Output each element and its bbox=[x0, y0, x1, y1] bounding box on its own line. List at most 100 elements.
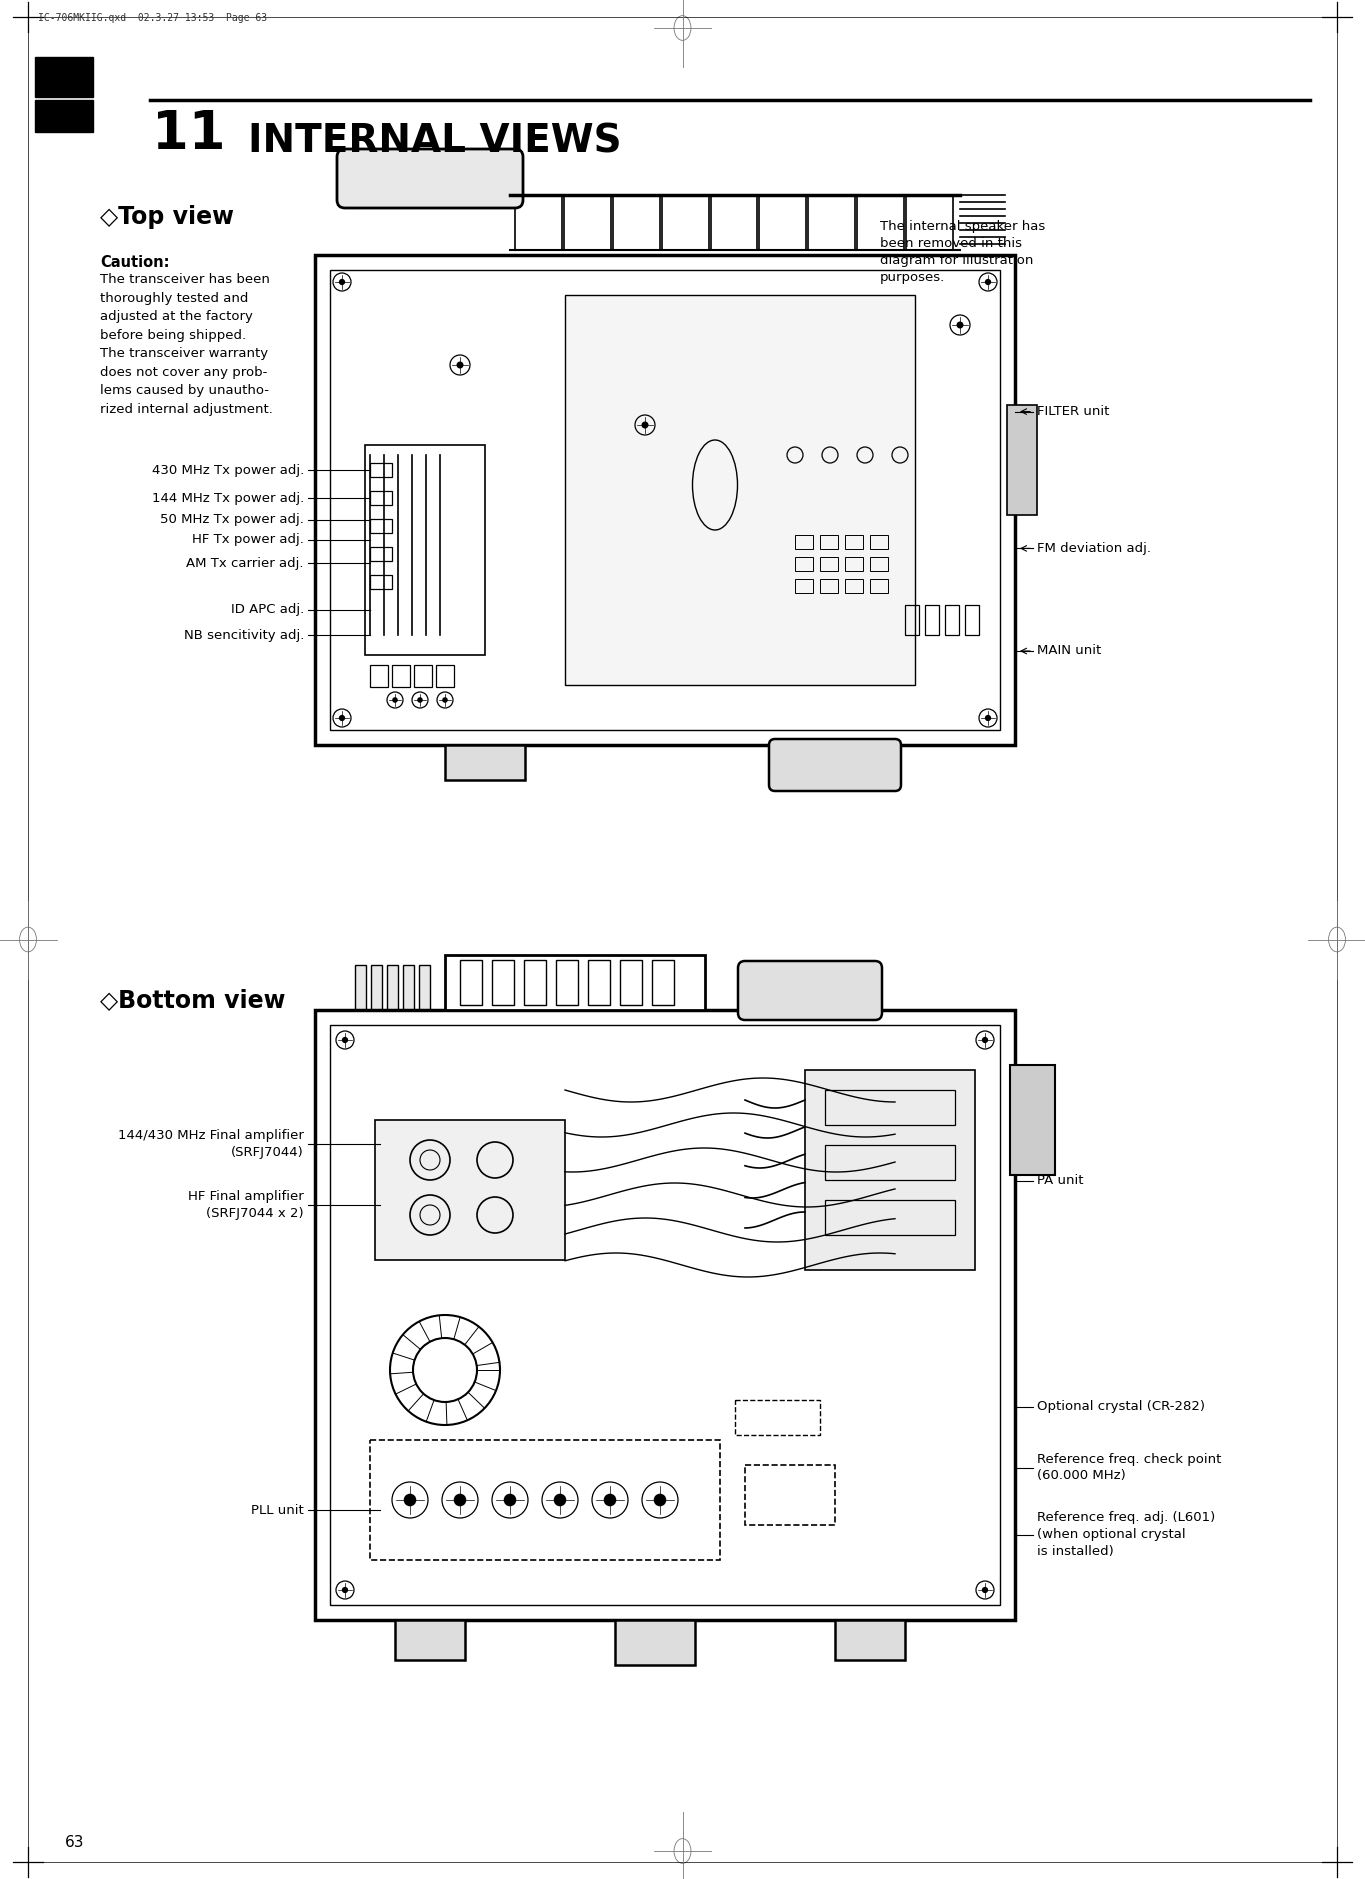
Circle shape bbox=[442, 697, 448, 703]
Text: 11: 11 bbox=[152, 107, 225, 160]
Text: FM deviation adj.: FM deviation adj. bbox=[1037, 541, 1151, 554]
Circle shape bbox=[392, 697, 397, 703]
Bar bbox=[370, 547, 392, 562]
Text: HF Final amplifier
(SRFJ7044 x 2): HF Final amplifier (SRFJ7044 x 2) bbox=[188, 1189, 304, 1219]
Bar bbox=[835, 1620, 905, 1659]
FancyBboxPatch shape bbox=[337, 148, 523, 209]
Bar bbox=[556, 960, 577, 1005]
Text: AM Tx carrier adj.: AM Tx carrier adj. bbox=[187, 556, 304, 569]
Bar bbox=[711, 195, 758, 250]
Bar bbox=[845, 536, 863, 549]
Bar bbox=[906, 195, 953, 250]
Circle shape bbox=[341, 1037, 348, 1043]
Bar bbox=[820, 556, 838, 571]
Bar bbox=[734, 1400, 820, 1436]
Text: ◇Bottom view: ◇Bottom view bbox=[100, 988, 285, 1013]
Text: 144/430 MHz Final amplifier
(SRFJ7044): 144/430 MHz Final amplifier (SRFJ7044) bbox=[119, 1129, 304, 1159]
Bar bbox=[794, 536, 814, 549]
Circle shape bbox=[642, 421, 648, 428]
Circle shape bbox=[339, 278, 345, 286]
Circle shape bbox=[504, 1494, 516, 1507]
Bar bbox=[375, 1120, 565, 1261]
Bar bbox=[460, 960, 482, 1005]
Bar bbox=[370, 462, 392, 477]
Bar bbox=[330, 271, 1001, 731]
Text: IC-706MKIIG.qxd  02.3.27 13:53  Page 63: IC-706MKIIG.qxd 02.3.27 13:53 Page 63 bbox=[38, 13, 268, 23]
Bar bbox=[388, 966, 399, 1013]
Bar bbox=[370, 519, 392, 534]
Circle shape bbox=[986, 714, 991, 722]
Bar bbox=[870, 536, 889, 549]
Circle shape bbox=[654, 1494, 666, 1507]
Bar bbox=[662, 195, 708, 250]
Bar bbox=[403, 966, 414, 1013]
Bar bbox=[824, 1090, 955, 1126]
Bar bbox=[588, 960, 610, 1005]
Bar bbox=[870, 556, 889, 571]
Bar bbox=[1010, 1065, 1055, 1174]
Bar bbox=[315, 1011, 1016, 1620]
Text: HF Tx power adj.: HF Tx power adj. bbox=[192, 534, 304, 547]
Text: ID APC adj.: ID APC adj. bbox=[231, 603, 304, 616]
Text: 63: 63 bbox=[66, 1836, 85, 1851]
Bar bbox=[620, 960, 642, 1005]
Bar bbox=[652, 960, 674, 1005]
Bar bbox=[820, 536, 838, 549]
Bar bbox=[759, 195, 807, 250]
Text: Optional crystal (CR-282): Optional crystal (CR-282) bbox=[1037, 1400, 1205, 1413]
Bar bbox=[794, 579, 814, 594]
Bar bbox=[845, 556, 863, 571]
Bar bbox=[857, 195, 904, 250]
Circle shape bbox=[456, 361, 464, 368]
Bar bbox=[35, 56, 93, 98]
Bar bbox=[524, 960, 546, 1005]
Text: FILTER unit: FILTER unit bbox=[1037, 406, 1110, 419]
Bar bbox=[491, 960, 515, 1005]
Circle shape bbox=[603, 1494, 617, 1507]
Text: Reference freq. check point
(60.000 MHz): Reference freq. check point (60.000 MHz) bbox=[1037, 1452, 1222, 1483]
Text: The internal speaker has
been removed in this
diagram for illustration
purposes.: The internal speaker has been removed in… bbox=[880, 220, 1046, 284]
Bar bbox=[824, 1201, 955, 1235]
Text: 50 MHz Tx power adj.: 50 MHz Tx power adj. bbox=[160, 513, 304, 526]
Bar bbox=[371, 966, 382, 1013]
Bar bbox=[824, 1144, 955, 1180]
Text: PA unit: PA unit bbox=[1037, 1174, 1084, 1188]
Circle shape bbox=[554, 1494, 566, 1507]
Bar bbox=[445, 744, 526, 780]
Bar bbox=[565, 295, 915, 686]
FancyBboxPatch shape bbox=[738, 960, 882, 1020]
Text: MAIN unit: MAIN unit bbox=[1037, 644, 1102, 658]
Bar bbox=[330, 1026, 1001, 1605]
Text: 430 MHz Tx power adj.: 430 MHz Tx power adj. bbox=[152, 464, 304, 477]
Bar bbox=[808, 195, 856, 250]
Circle shape bbox=[404, 1494, 416, 1507]
Bar bbox=[905, 605, 919, 635]
Circle shape bbox=[453, 1494, 467, 1507]
Bar bbox=[355, 966, 366, 1013]
Circle shape bbox=[418, 697, 423, 703]
Bar bbox=[370, 490, 392, 505]
Text: NB sencitivity adj.: NB sencitivity adj. bbox=[184, 628, 304, 641]
Circle shape bbox=[981, 1037, 988, 1043]
Bar bbox=[945, 605, 960, 635]
Bar bbox=[925, 605, 939, 635]
Bar bbox=[820, 579, 838, 594]
Bar bbox=[845, 579, 863, 594]
Bar bbox=[370, 1439, 719, 1560]
Text: INTERNAL VIEWS: INTERNAL VIEWS bbox=[248, 122, 621, 160]
Bar bbox=[315, 256, 1016, 744]
Bar bbox=[794, 556, 814, 571]
Circle shape bbox=[957, 321, 964, 329]
Bar bbox=[445, 955, 704, 1011]
Text: ◇Top view: ◇Top view bbox=[100, 205, 233, 229]
Circle shape bbox=[981, 1588, 988, 1593]
Bar bbox=[870, 579, 889, 594]
Bar bbox=[616, 1620, 695, 1665]
FancyBboxPatch shape bbox=[768, 738, 901, 791]
Bar bbox=[394, 1620, 465, 1659]
Bar bbox=[965, 605, 979, 635]
Bar bbox=[435, 665, 455, 688]
Text: Caution:: Caution: bbox=[100, 256, 169, 271]
Circle shape bbox=[986, 278, 991, 286]
Bar bbox=[370, 665, 388, 688]
